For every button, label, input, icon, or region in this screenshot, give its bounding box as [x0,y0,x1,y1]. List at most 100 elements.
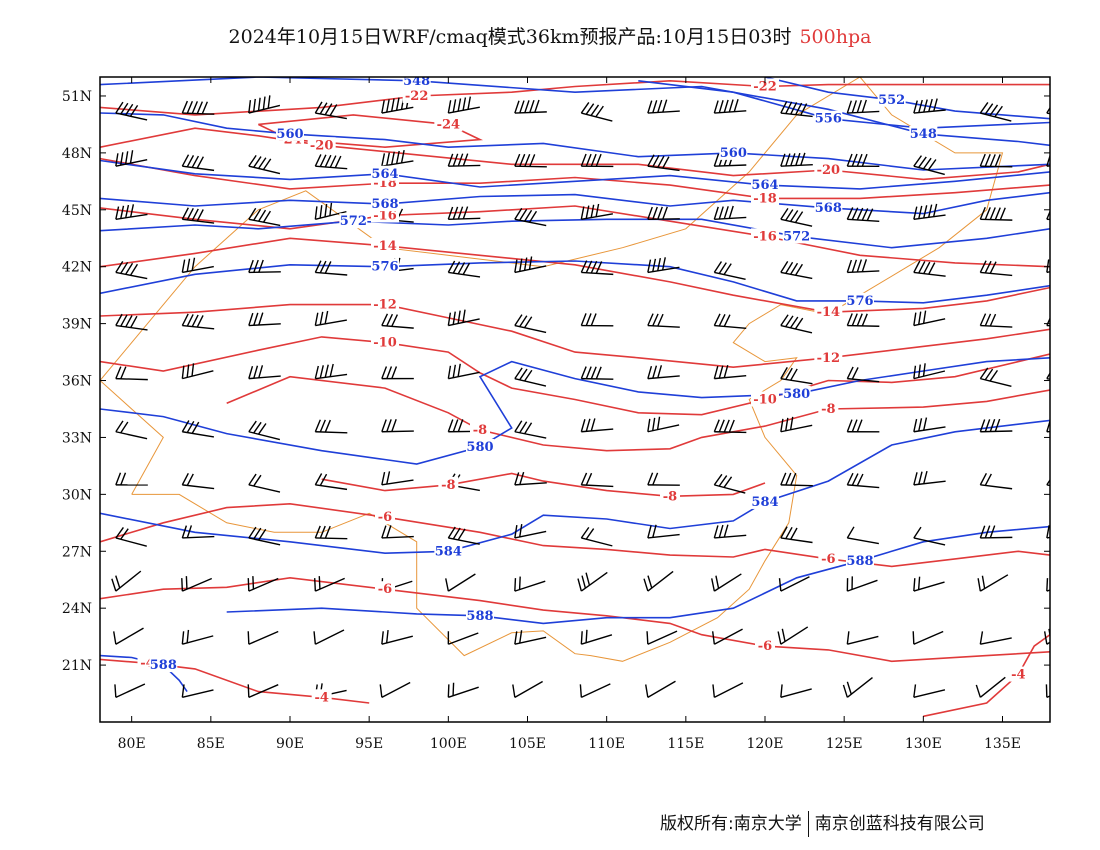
wind-barb [115,150,148,167]
lat-tick-label: 36N [62,374,92,390]
wind-barb [115,204,148,220]
wind-barb [447,682,479,699]
wind-barb [977,574,1009,592]
wind-barb [1046,259,1050,274]
wind-barb [1046,209,1050,221]
lat-tick-label: 51N [62,89,92,105]
wind-barb [514,256,547,274]
wind-barb [447,206,481,220]
lon-tick-label: 95E [355,736,383,752]
temperature-contour-label: -8 [821,402,835,417]
wind-barb [580,260,614,276]
copyright-footer: 版权所有:南京大学 南京创蓝科技有限公司 [660,809,985,837]
wind-barb [580,313,614,327]
lon-tick-label: 90E [276,736,304,752]
temperature-contour-label-bg [371,334,399,350]
height-contours [100,77,1050,693]
lon-tick-label: 120E [747,736,784,752]
wind-barb [713,473,746,494]
wind-barb [647,99,680,114]
height-contour-label: 588 [466,609,493,624]
height-contour-label: 588 [150,658,177,673]
temperature-contour-label: -22 [753,79,777,94]
temperature-contour-label: -12 [817,351,841,366]
height-contour-label: 560 [720,146,747,161]
wind-barb [780,416,813,433]
wind-barb [514,367,547,387]
wind-barb [447,526,480,545]
wind-barb [846,313,880,327]
wind-barb [913,470,946,486]
height-contour-line [100,218,1050,249]
wind-barb [713,313,747,330]
wind-barb [381,366,414,380]
height-contour-label-bg [149,657,178,673]
wind-barb [115,472,148,486]
wind-barb [913,526,946,546]
wind-barb [711,628,743,645]
wind-barb [780,208,813,227]
temperature-contour-label: -16 [753,229,777,244]
wind-barb [647,365,680,380]
temperature-contour-label-bg [307,137,336,153]
lon-tick-label: 110E [588,736,625,752]
temperature-contour-label: -20 [310,138,334,153]
wind-barb [447,363,480,380]
lon-tick-label: 105E [509,736,546,752]
temperature-contour-label-bg [402,87,431,103]
wind-barb [780,472,813,487]
wind-barb [979,313,1013,328]
height-contour-line [638,80,1050,130]
wind-barb [1046,371,1050,380]
wind-barb [713,205,747,220]
temperature-contour-label: -20 [817,163,841,178]
lon-tick-label: 130E [905,736,942,752]
wind-barb [713,99,747,114]
wind-barb [1046,316,1050,327]
temperature-contour-label-bg [371,207,399,223]
wind-barb [381,149,414,167]
wind-barb [115,420,148,440]
wind-barb [913,98,946,114]
temperature-contour-label: -4 [1011,668,1025,683]
lon-tick-label: 115E [667,736,704,752]
wind-barb [514,524,547,539]
temperature-contour-label: -14 [373,239,397,254]
height-contour-line [100,419,1050,555]
wind-barb [514,420,547,439]
temperature-contour-label-bg [751,78,779,94]
temperature-contour-label: -12 [373,298,397,313]
wind-barb [248,207,281,227]
wind-barb [647,524,680,539]
wind-barb [248,259,281,274]
lon-tick-label: 125E [826,736,863,752]
lon-tick-label: 80E [118,736,146,752]
height-contour-label: 580 [466,440,493,455]
height-contour-label-bg [719,144,748,160]
height-contour-label: 560 [276,127,303,142]
temperature-contour-line [321,472,766,498]
temperature-contour-label-bg [1008,666,1029,682]
wind-barb [846,576,878,592]
wind-barb [643,570,674,592]
height-contour-label: 568 [815,201,842,216]
height-contour-label-bg [371,196,399,212]
temperature-contour-label: -6 [378,582,392,597]
height-contour-label-bg [339,213,368,229]
wind-barb [381,419,414,433]
wind-barb [181,576,213,592]
wind-barb [979,473,1013,490]
wind-barb [647,257,680,274]
height-contour-label: 548 [403,74,430,89]
height-contour-line [100,159,1050,190]
temperature-contour-label-bg [755,638,775,654]
temperature-contour-label-bg [438,476,459,492]
wind-barb [780,101,813,118]
temperature-contour-line [100,303,1050,369]
wind-barb [314,525,348,540]
lat-tick-label: 45N [62,203,92,219]
wind-barb [713,364,747,380]
map-title: 2024年10月15日WRF/cmaq模式36km预报产品:10月15日03时 5… [0,22,1100,49]
temperature-contour-label: -8 [441,478,455,493]
wind-barb [248,526,281,546]
